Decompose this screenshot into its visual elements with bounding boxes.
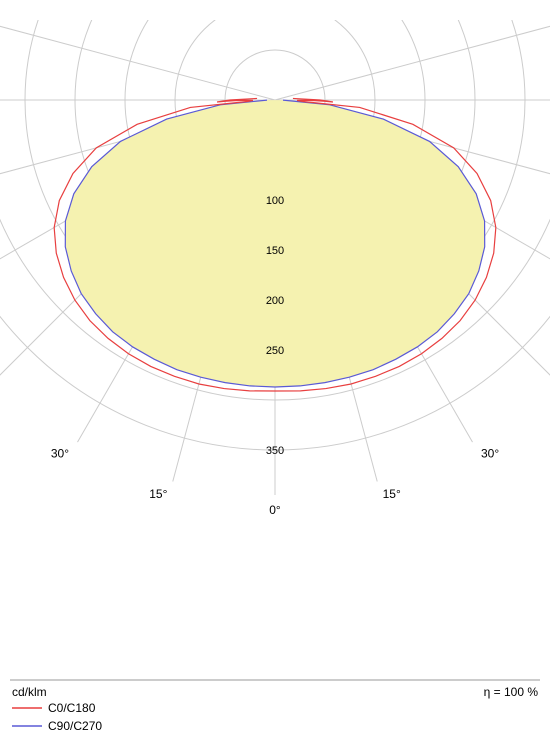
- radius-label: 250: [266, 345, 284, 357]
- radius-label: 150: [266, 245, 284, 257]
- eta-label: η = 100 %: [484, 685, 539, 699]
- angle-label: 15°: [149, 487, 167, 501]
- angle-label: 30°: [51, 446, 69, 460]
- angle-label: 15°: [383, 487, 401, 501]
- radius-label: 350: [266, 445, 284, 457]
- radius-label: 200: [266, 295, 284, 307]
- legend-label: C0/C180: [48, 701, 96, 715]
- radius-label: 100: [266, 195, 284, 207]
- legend-label: C90/C270: [48, 719, 102, 733]
- angle-label: 0°: [269, 503, 281, 517]
- angle-label: 30°: [481, 446, 499, 460]
- unit-label: cd/klm: [12, 685, 47, 699]
- polar-photometric-chart: 100150200250350105°90°75°60°45°30°15°105…: [0, 0, 550, 750]
